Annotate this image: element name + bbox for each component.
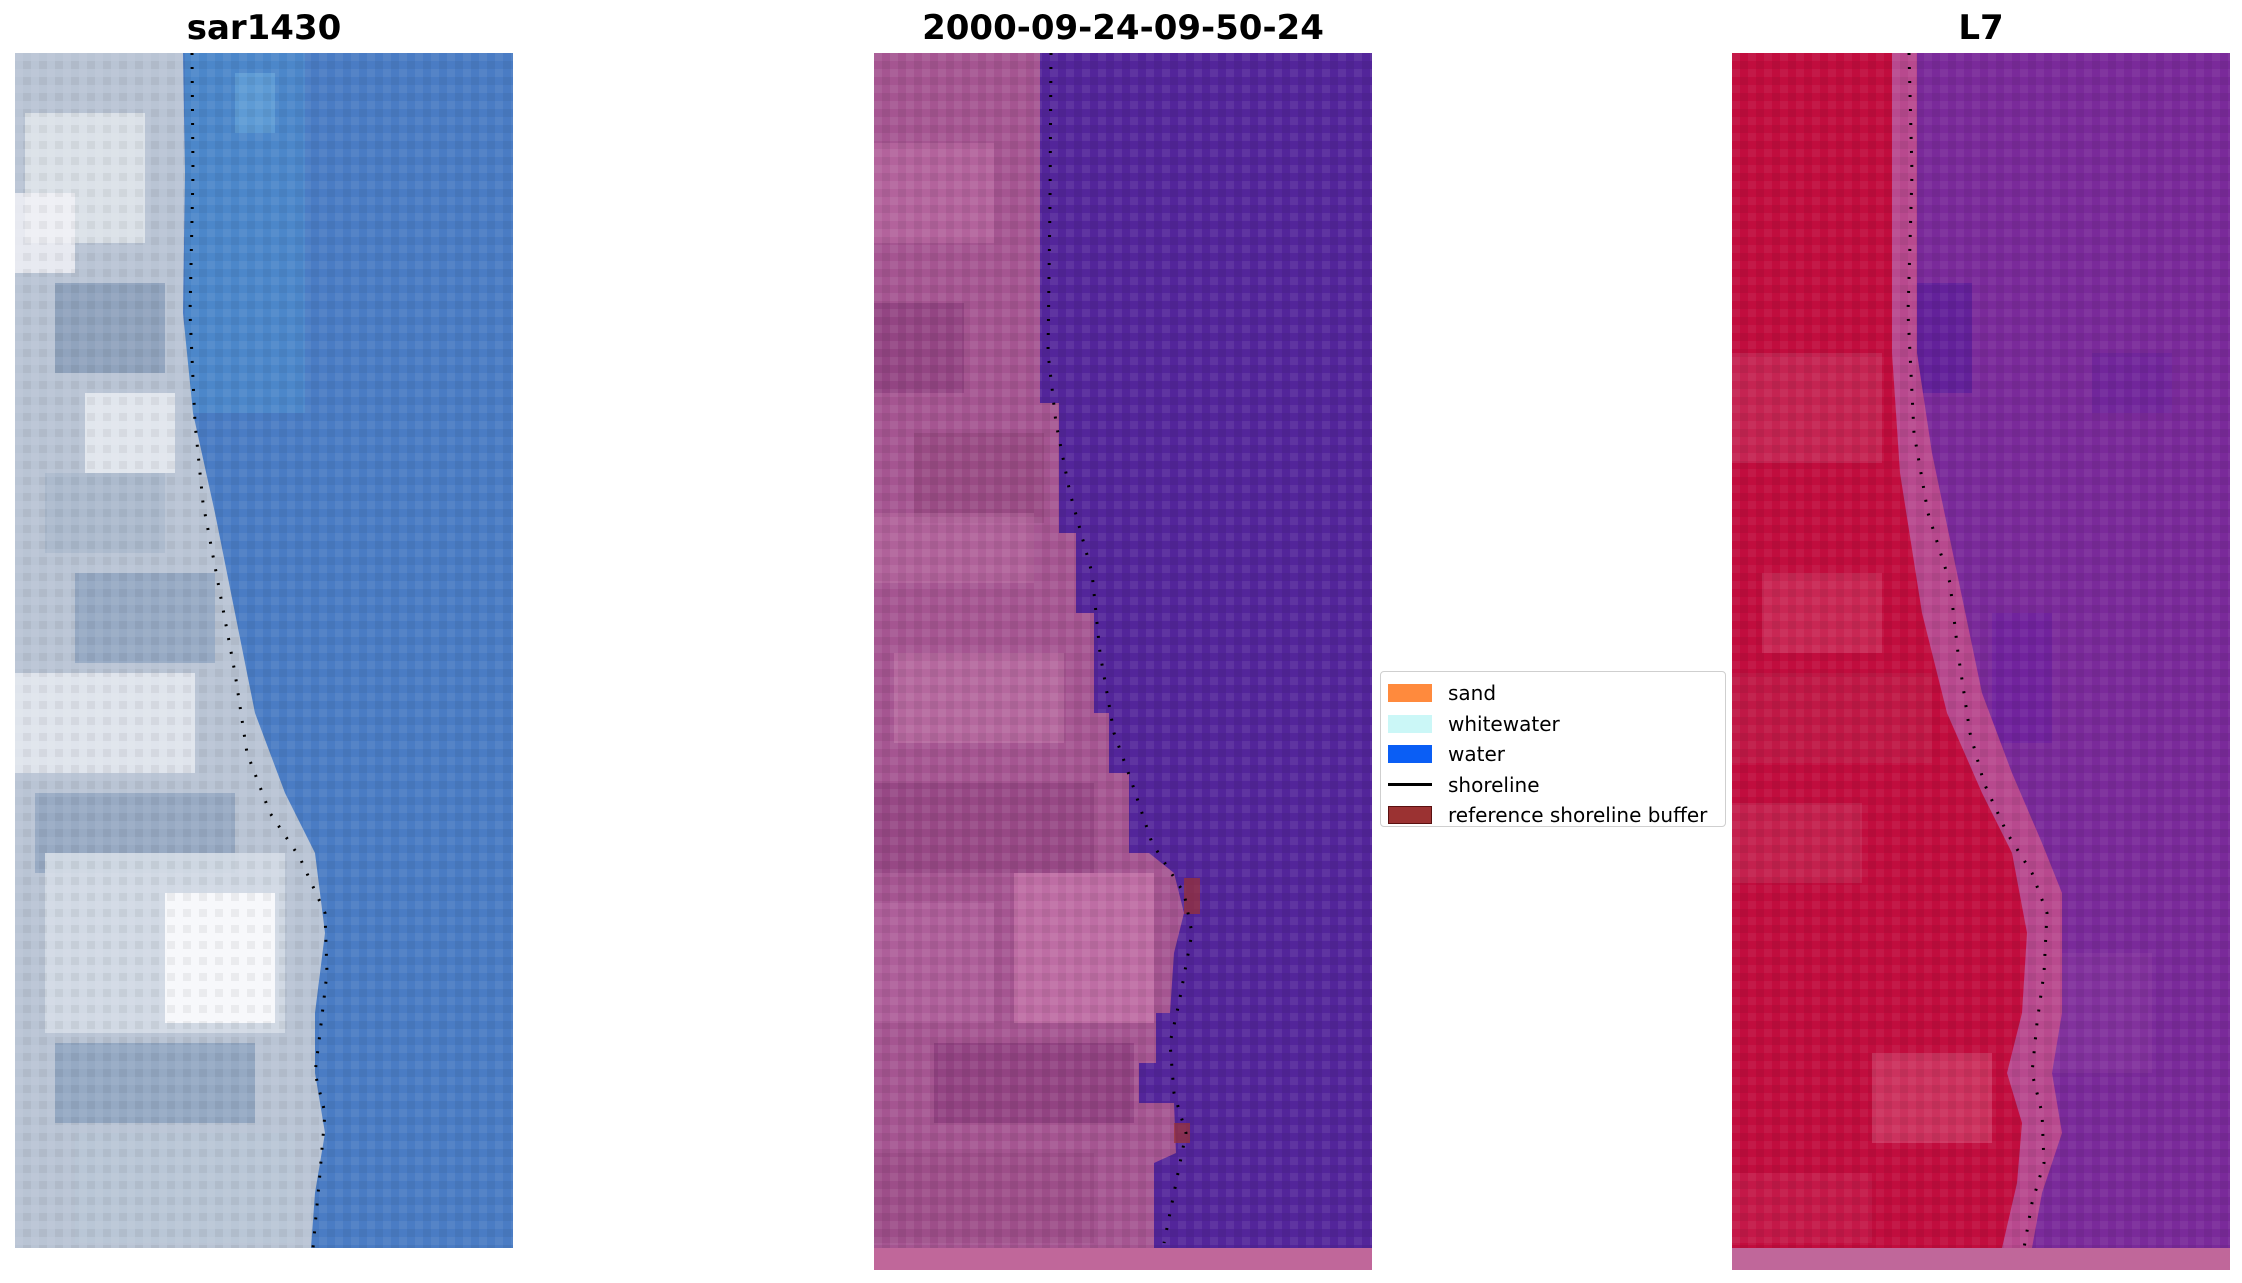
legend-item-whitewater: whitewater xyxy=(1388,709,1715,740)
legend: sand whitewater water shoreline referenc… xyxy=(1380,671,1726,827)
legend-item-sand: sand xyxy=(1388,678,1715,709)
index-image-panel xyxy=(1732,53,2230,1270)
legend-label-whitewater: whitewater xyxy=(1448,711,1560,736)
legend-label-water: water xyxy=(1448,742,1505,767)
sand-swatch xyxy=(1388,684,1432,703)
legend-item-reference-buffer: reference shoreline buffer xyxy=(1388,800,1715,831)
whitewater-swatch xyxy=(1388,714,1432,733)
legend-label-sand: sand xyxy=(1448,681,1497,706)
panel-title-rgb: sar1430 xyxy=(186,8,342,48)
classified-image xyxy=(874,53,1372,1270)
legend-item-water: water xyxy=(1388,739,1715,770)
reference-buffer-swatch xyxy=(1388,806,1432,825)
legend-label-shoreline: shoreline xyxy=(1448,772,1540,797)
legend-item-shoreline: shoreline xyxy=(1388,770,1715,801)
shoreline-line-swatch xyxy=(1388,783,1432,787)
panel-title-index: L7 xyxy=(1958,8,2004,48)
classified-image-panel xyxy=(874,53,1372,1270)
water-swatch xyxy=(1388,745,1432,764)
rgb-image-panel xyxy=(15,53,513,1270)
index-image xyxy=(1732,53,2230,1270)
rgb-image xyxy=(15,53,513,1249)
legend-label-reference-buffer: reference shoreline buffer xyxy=(1448,803,1708,828)
panel-title-classified: 2000-09-24-09-50-24 xyxy=(922,8,1324,48)
